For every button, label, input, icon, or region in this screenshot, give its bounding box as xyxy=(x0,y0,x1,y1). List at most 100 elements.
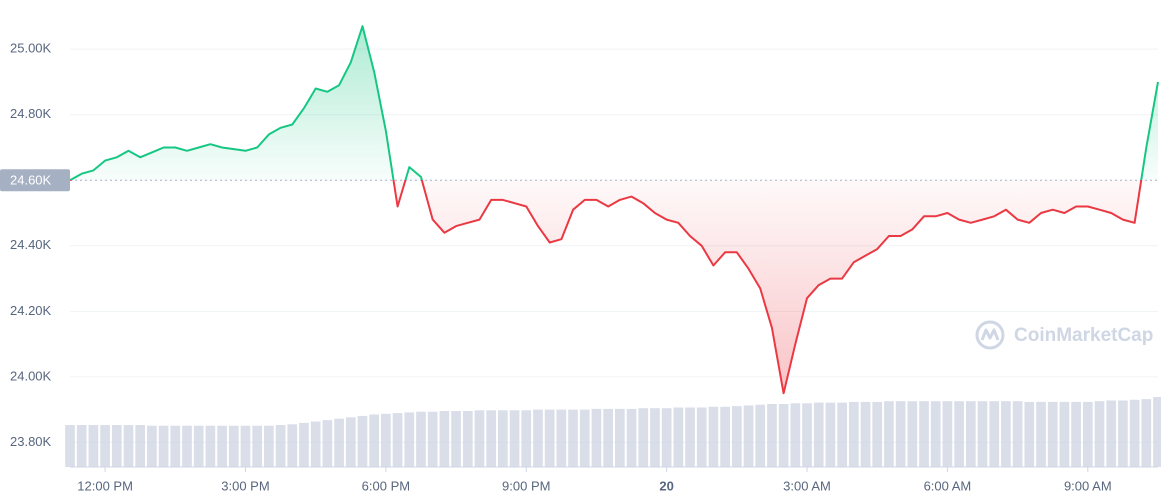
volume-bar xyxy=(369,414,380,467)
volume-bar xyxy=(228,425,239,467)
volume-bar xyxy=(123,425,134,467)
watermark: CoinMarketCap xyxy=(975,320,1153,350)
volume-bar xyxy=(790,403,801,467)
volume-bar xyxy=(88,425,99,467)
volume-bar xyxy=(182,425,192,467)
volume-bar xyxy=(1106,400,1117,467)
volume-bar xyxy=(264,425,274,467)
volume-bar xyxy=(919,401,929,467)
volume-bar xyxy=(755,404,766,467)
volume-bar xyxy=(147,425,157,467)
volume-bar xyxy=(720,406,730,467)
volume-bar xyxy=(322,420,333,467)
price-line xyxy=(69,25,1159,395)
volume-bar xyxy=(977,401,988,467)
volume-bar xyxy=(708,406,719,467)
volume-bar xyxy=(521,410,532,467)
volume-bar xyxy=(462,411,473,467)
volume-bar xyxy=(205,425,216,467)
volume-bar xyxy=(1047,401,1058,467)
x-tick-label: 9:00 PM xyxy=(502,478,550,493)
volume-bar xyxy=(965,401,976,467)
volume-bar xyxy=(556,409,567,467)
area xyxy=(70,26,1158,394)
volume-bar xyxy=(1024,401,1035,467)
volume-bar xyxy=(907,401,918,467)
y-tick-label: 24.00K xyxy=(10,368,52,383)
volume-bar xyxy=(334,418,344,467)
volume-bar xyxy=(989,401,1000,467)
x-tick-label: 12:00 PM xyxy=(77,478,133,493)
volume-bar xyxy=(942,401,953,467)
volume-bar xyxy=(474,410,485,467)
volume-bar xyxy=(778,404,789,467)
volume-bar xyxy=(1082,401,1093,467)
watermark-text: CoinMarketCap xyxy=(1014,325,1153,346)
volume-bar xyxy=(1129,399,1140,467)
volume-bar xyxy=(76,425,87,467)
y-tick-label: 24.40K xyxy=(10,237,52,252)
volume-bar xyxy=(544,409,555,467)
baseline-label: 24.60K xyxy=(10,173,52,188)
volume-bar xyxy=(404,412,415,467)
x-tick-label: 6:00 AM xyxy=(924,478,972,493)
volume-bar xyxy=(135,425,146,467)
volume-bar xyxy=(252,425,263,467)
x-tick-label: 20 xyxy=(659,478,673,493)
volume-bar xyxy=(193,425,204,467)
volume-bar xyxy=(299,422,309,467)
volume-bar xyxy=(381,413,391,467)
volume-bar xyxy=(802,403,812,467)
volume-bar xyxy=(439,411,450,467)
volume-bar xyxy=(895,401,906,467)
volume-bar xyxy=(591,408,602,467)
volume-bar xyxy=(579,409,590,467)
volume-bar xyxy=(533,409,543,467)
volume-bar xyxy=(872,401,883,467)
volume-bar xyxy=(310,421,321,467)
volume-bar xyxy=(1094,401,1105,467)
volume-bar xyxy=(743,405,754,467)
volume-bar xyxy=(837,402,847,467)
volume-bar xyxy=(427,411,438,467)
volume-bar xyxy=(860,401,871,467)
y-tick-label: 25.00K xyxy=(10,41,52,56)
y-tick-label: 23.80K xyxy=(10,434,52,449)
volume-bar xyxy=(848,401,859,467)
volume-bar xyxy=(731,406,742,467)
volume-bar xyxy=(240,425,251,467)
baseline-tag xyxy=(0,169,70,192)
volume-bar xyxy=(661,408,672,467)
volume-bar xyxy=(1059,401,1070,467)
x-tick-label: 9:00 AM xyxy=(1064,478,1112,493)
volume-bar xyxy=(626,408,637,467)
volume-bar xyxy=(357,415,368,467)
volume-bar xyxy=(954,401,964,467)
volume-bar xyxy=(345,417,356,467)
volume-bar xyxy=(1036,401,1046,467)
x-tick-label: 3:00 AM xyxy=(783,478,831,493)
x-tick-label: 6:00 PM xyxy=(362,478,410,493)
volume-bar xyxy=(884,401,894,467)
volume-bar xyxy=(767,404,777,467)
volume-bar xyxy=(673,407,684,467)
volume-bar xyxy=(451,411,461,467)
volume-bar xyxy=(1141,399,1152,467)
volume-bar xyxy=(615,408,625,467)
volume-bar xyxy=(1001,401,1011,467)
volume-bar xyxy=(170,425,181,467)
volume-bar xyxy=(638,408,649,467)
volume-bar xyxy=(217,425,227,467)
y-tick-label: 24.20K xyxy=(10,303,52,318)
volume-bar xyxy=(568,409,578,467)
volume-bar xyxy=(685,407,695,467)
volume-bar xyxy=(696,407,707,467)
volume-bar xyxy=(65,425,75,467)
volume-bar xyxy=(392,413,403,467)
y-tick-label: 24.80K xyxy=(10,106,52,121)
volume-bar xyxy=(813,402,824,467)
volume-bar xyxy=(603,408,613,467)
volume-bar xyxy=(509,410,520,467)
volume-bar xyxy=(287,424,298,467)
